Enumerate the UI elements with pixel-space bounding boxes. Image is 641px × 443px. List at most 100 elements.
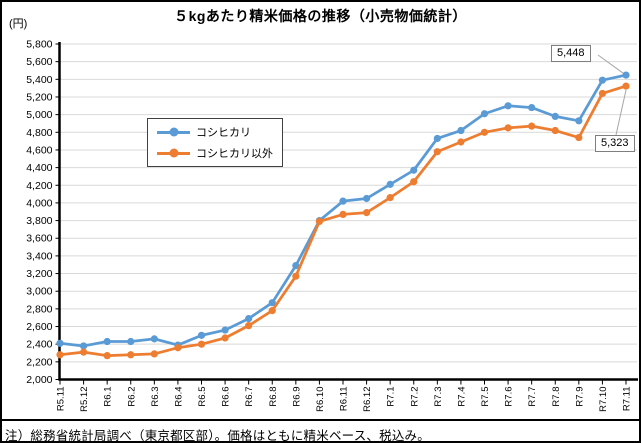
data-point	[386, 180, 394, 188]
data-point	[268, 307, 276, 315]
y-tick-label: 4,600	[26, 144, 52, 156]
leader-line	[615, 90, 627, 136]
x-tick-label: R7.3	[433, 387, 444, 407]
x-tick-label: R6.9	[291, 387, 302, 407]
x-tick-label: R7.10	[598, 387, 609, 412]
y-tick-label: 5,600	[26, 56, 52, 68]
data-point	[127, 351, 135, 359]
legend-label: コシヒカリ以外	[196, 148, 273, 160]
data-point	[362, 194, 371, 203]
source-note: 注）総務省統計局調べ（東京都区部）。価格はともに精米ベース、税込み。	[5, 429, 430, 443]
y-tick-label: 2,400	[26, 339, 52, 351]
data-point	[315, 217, 324, 226]
x-tick-label: R6.3	[150, 387, 161, 407]
data-point	[410, 166, 418, 174]
legend-item-koshihikari: コシヒカリ	[157, 124, 282, 140]
data-point	[292, 272, 300, 280]
data-point	[268, 299, 276, 307]
y-tick-label: 4,200	[26, 180, 52, 192]
y-tick-label: 3,000	[26, 286, 52, 298]
data-point	[79, 342, 88, 350]
y-tick-label: 3,400	[26, 250, 52, 262]
chart-title: ５kgあたり精米価格の推移（小売物価統計）	[174, 8, 467, 24]
leader-line	[597, 54, 624, 74]
data-point	[127, 337, 135, 346]
y-tick-label: 2,200	[26, 356, 52, 368]
data-point	[245, 322, 253, 330]
data-point	[79, 348, 88, 356]
data-point	[622, 82, 630, 90]
x-tick-label: R5.12	[79, 387, 90, 412]
koshihikari-line-swatch	[157, 127, 190, 137]
x-tick-label: R7.5	[480, 387, 491, 407]
x-tick-label: R6.6	[221, 387, 232, 407]
x-tick-label: R7.4	[456, 387, 467, 407]
y-tick-label: 2,800	[26, 303, 52, 315]
y-tick-label: 4,400	[26, 162, 52, 174]
x-tick-label: R7.1	[386, 387, 397, 407]
y-tick-label: 3,600	[26, 233, 52, 245]
x-tick-label: R6.8	[268, 387, 279, 407]
data-point	[150, 350, 158, 358]
data-point	[622, 71, 630, 79]
x-tick-label: R7.2	[409, 387, 420, 407]
legend: コシヒカリ コシヒカリ以外	[147, 118, 283, 167]
data-point	[504, 124, 512, 132]
data-point	[339, 210, 347, 218]
x-tick-label: R6.1	[103, 387, 114, 407]
data-point	[339, 197, 347, 205]
series-line-koshihikari	[58, 73, 628, 348]
x-tick-label: R7.7	[527, 387, 538, 407]
y-tick-label: 3,200	[26, 268, 52, 280]
x-tick-label: R7.6	[504, 387, 515, 407]
y-tick-label: 5,800	[26, 39, 52, 51]
data-point	[221, 334, 229, 342]
y-tick-label: 5,000	[26, 109, 52, 121]
price-line-chart: 2,000 2,200 2,400 2,600 2,800 3,000 3,200 3,400…	[26, 39, 638, 412]
y-tick-label: 3,800	[26, 215, 52, 227]
data-label-other-last: 5,323	[595, 135, 635, 152]
data-point	[551, 126, 559, 135]
x-tick-label: R6.2	[126, 387, 137, 407]
data-point	[103, 337, 111, 346]
y-tick-label: 5,400	[26, 74, 52, 86]
y-tick-label: 4,000	[26, 197, 52, 209]
x-tick-label: R6.10	[315, 387, 326, 412]
data-label-koshihikari-last: 5,448	[551, 45, 591, 62]
x-tick-label: R6.4	[173, 387, 184, 407]
data-point	[528, 103, 536, 112]
x-tick-label: R7.9	[574, 387, 585, 407]
data-point	[362, 209, 371, 217]
data-point	[197, 331, 206, 339]
data-point	[457, 138, 465, 146]
data-point	[551, 112, 559, 120]
data-point	[174, 344, 182, 352]
data-point	[221, 326, 229, 334]
data-point	[386, 194, 394, 202]
data-point	[575, 133, 583, 142]
data-point	[292, 262, 300, 270]
y-tick-label: 5,200	[26, 91, 52, 103]
data-point	[56, 339, 64, 347]
x-tick-label: R7.8	[551, 387, 562, 407]
data-point	[480, 110, 489, 118]
data-point	[598, 76, 607, 84]
x-tick-label: R6.11	[339, 387, 350, 412]
y-tick-label: 2,000	[26, 374, 52, 386]
data-point	[433, 148, 441, 156]
legend-item-other: コシヒカリ以外	[157, 145, 282, 161]
x-tick-label: R7.11	[622, 387, 633, 412]
x-tick-label: R5.11	[56, 387, 67, 412]
data-point	[245, 314, 253, 323]
x-tick-label: R6.12	[362, 387, 373, 412]
data-point	[480, 128, 489, 136]
data-point	[528, 122, 536, 130]
data-point	[575, 117, 583, 125]
data-point	[433, 134, 441, 143]
data-point	[56, 351, 64, 359]
x-tick-label: R6.7	[244, 387, 255, 407]
data-point	[598, 89, 607, 98]
y-axis-unit-label: (円)	[9, 18, 28, 30]
x-tick-label: R6.5	[197, 387, 208, 407]
